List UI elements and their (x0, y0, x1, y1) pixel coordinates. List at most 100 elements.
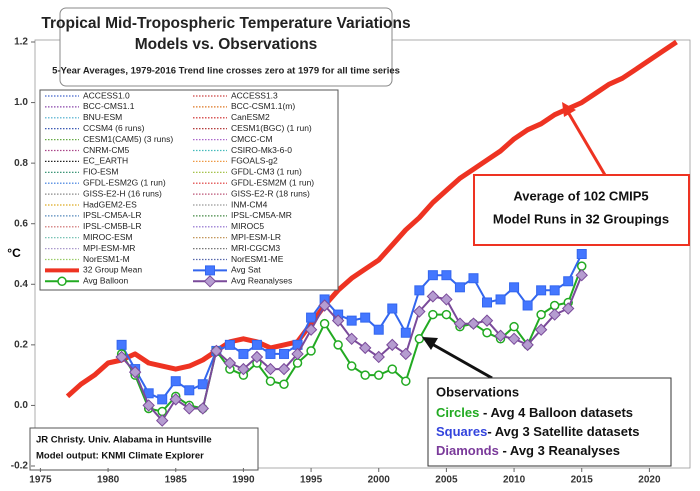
legend-label: FIO-ESM (83, 167, 118, 177)
data-marker (319, 318, 330, 329)
data-marker (306, 346, 316, 356)
data-marker (57, 276, 67, 287)
data-marker (400, 327, 411, 338)
legend-label: CESM1(BGC) (1 run) (231, 123, 312, 133)
data-marker (292, 358, 303, 368)
data-marker (237, 362, 250, 376)
legend-label: BCC-CMS1.1 (83, 101, 135, 111)
arrow-head (422, 337, 438, 350)
data-marker (115, 350, 128, 364)
data-marker (509, 282, 520, 293)
observations-description: - Avg 3 Satellite datasets (487, 424, 639, 439)
data-marker (453, 317, 467, 330)
data-marker (331, 314, 345, 327)
data-marker (373, 324, 384, 335)
data-marker (265, 376, 276, 386)
data-marker (116, 339, 127, 350)
credit-text: Model output: KNMI Climate Explorer (36, 451, 204, 462)
data-marker (386, 338, 399, 352)
data-marker (494, 329, 507, 342)
legend-label: GISS-E2-H (16 runs) (83, 188, 162, 198)
data-marker (251, 339, 262, 350)
arrow-head (562, 102, 576, 117)
data-marker (304, 323, 318, 336)
data-marker (549, 285, 560, 296)
legend-label: IPSL-CM5B-LR (83, 221, 142, 231)
data-marker (548, 308, 561, 321)
y-tick-label: 0.8 (14, 158, 28, 169)
data-marker (534, 323, 548, 336)
legend-label: MIROC5 (231, 221, 264, 231)
data-marker (358, 341, 372, 355)
data-marker (441, 309, 452, 320)
data-marker (346, 361, 357, 371)
data-marker (509, 321, 519, 332)
x-tick-label: 1975 (29, 475, 52, 486)
x-tick-label: 2000 (368, 475, 391, 486)
data-marker (399, 347, 413, 361)
observations-marker-name: Circles (436, 405, 479, 420)
data-marker (170, 376, 181, 387)
data-marker (468, 273, 479, 284)
legend-label: IPSL-CM5A-MR (231, 210, 292, 220)
legend-label: Avg Sat (231, 265, 261, 275)
data-marker (575, 268, 588, 282)
x-tick-label: 1980 (97, 475, 120, 486)
legend-label: HadGEM2-ES (83, 199, 137, 209)
legend-label: CanESM2 (231, 112, 270, 122)
data-marker (203, 275, 217, 288)
legend-label: MRI-CGCM3 (231, 243, 280, 253)
arrow (566, 111, 607, 176)
x-tick-label: 1985 (165, 475, 188, 486)
data-marker (387, 364, 398, 374)
data-marker (156, 414, 169, 427)
y-axis-label: °C (7, 246, 21, 260)
legend-label: CESM1(CAM5) (3 runs) (83, 134, 173, 144)
legend-label: NorESM1-ME (231, 254, 284, 264)
observations-heading: Observations (436, 384, 519, 399)
data-marker (360, 370, 370, 380)
data-marker (549, 300, 560, 311)
legend-label: IPSL-CM5A-LR (83, 210, 142, 220)
data-marker (345, 332, 358, 346)
annotation-box (473, 174, 690, 246)
data-marker (264, 362, 277, 376)
chart-title: Tropical Mid-Tropospheric Temperature Va… (41, 15, 410, 32)
y-tick-label: 0.4 (14, 279, 28, 290)
data-marker (563, 276, 574, 287)
data-marker (428, 309, 438, 320)
observations-item: Squares- Avg 3 Satellite datasets (436, 424, 640, 439)
data-marker (157, 406, 167, 417)
data-marker (183, 402, 196, 415)
y-tick-label: -0.2 (11, 461, 29, 472)
legend-label: GFDL-ESM2G (1 run) (83, 177, 166, 187)
data-marker (482, 327, 492, 338)
data-marker (196, 402, 210, 415)
data-marker (401, 376, 411, 386)
data-marker (197, 379, 208, 390)
data-marker (427, 270, 438, 281)
legend-label: CCSM4 (6 runs) (83, 123, 145, 133)
data-marker (576, 261, 587, 271)
x-tick-label: 2015 (571, 475, 594, 486)
x-tick-label: 2020 (638, 475, 661, 486)
data-marker (306, 312, 317, 323)
chart-subtitle: 5-Year Averages, 1979-2016 Trend line cr… (52, 66, 400, 77)
data-marker (205, 265, 215, 276)
legend-box (39, 89, 339, 291)
data-marker (561, 302, 575, 315)
data-marker (467, 317, 480, 330)
data-marker (210, 344, 223, 358)
data-marker (360, 312, 371, 323)
x-tick-label: 1990 (232, 475, 255, 486)
x-tick-label: 1995 (300, 475, 323, 486)
legend-label: ACCESS1.3 (231, 90, 278, 100)
data-marker (373, 370, 384, 380)
data-marker (426, 290, 440, 303)
chart-title: Models vs. Observations (135, 36, 318, 53)
legend-label: EC_EARTH (83, 156, 128, 166)
legend-label: INM-CM4 (231, 199, 268, 209)
legend-label: GFDL-ESM2M (1 run) (231, 177, 314, 187)
x-tick-label: 2005 (435, 475, 458, 486)
data-marker (142, 399, 155, 412)
